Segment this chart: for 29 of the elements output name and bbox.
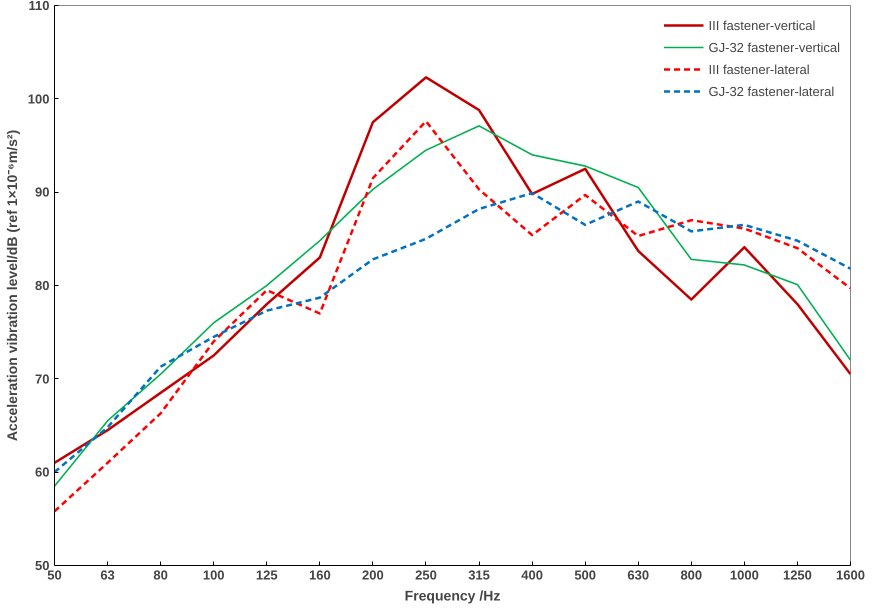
y-tick-label: 70	[35, 371, 50, 386]
x-tick-label: 250	[415, 568, 437, 582]
y-tick-label: 60	[35, 464, 50, 480]
y-tick-label: 80	[35, 278, 50, 293]
line-series	[54, 192, 850, 474]
legend-label: III fastener-vertical	[708, 18, 816, 32]
x-tick-label: 100	[202, 568, 225, 582]
x-tick-label: 125	[256, 568, 278, 582]
line-series	[54, 76, 850, 464]
y-tick-label: 100	[28, 91, 50, 106]
x-tick-label: 1600	[836, 568, 865, 582]
x-tick-label: 160	[308, 568, 331, 582]
x-tick-label: 1250	[782, 568, 812, 582]
x-tick-label: 800	[680, 568, 702, 582]
y-tick-label: 110	[28, 0, 50, 13]
legend-label: GJ-32 fastener-vertical	[708, 40, 840, 54]
x-tick-label: 315	[468, 568, 490, 582]
x-tick-label: 1000	[730, 568, 759, 582]
x-tick-label: 200	[362, 568, 384, 582]
legend-label: GJ-32 fastener-lateral	[708, 84, 834, 98]
x-tick-label: 80	[153, 568, 168, 582]
x-tick-label: 63	[100, 568, 115, 582]
x-tick-label: 500	[574, 568, 596, 582]
y-tick-label: 90	[35, 184, 50, 200]
legend-label: III fastener-lateral	[708, 62, 810, 76]
x-axis-title: Frequency /Hz	[404, 588, 500, 604]
x-tick-label: 630	[627, 568, 650, 582]
x-tick-label: 400	[521, 568, 543, 582]
y-axis-title: Acceleration vibration level/dB (ref 1×10⁻⁶m/s²)	[4, 130, 20, 442]
